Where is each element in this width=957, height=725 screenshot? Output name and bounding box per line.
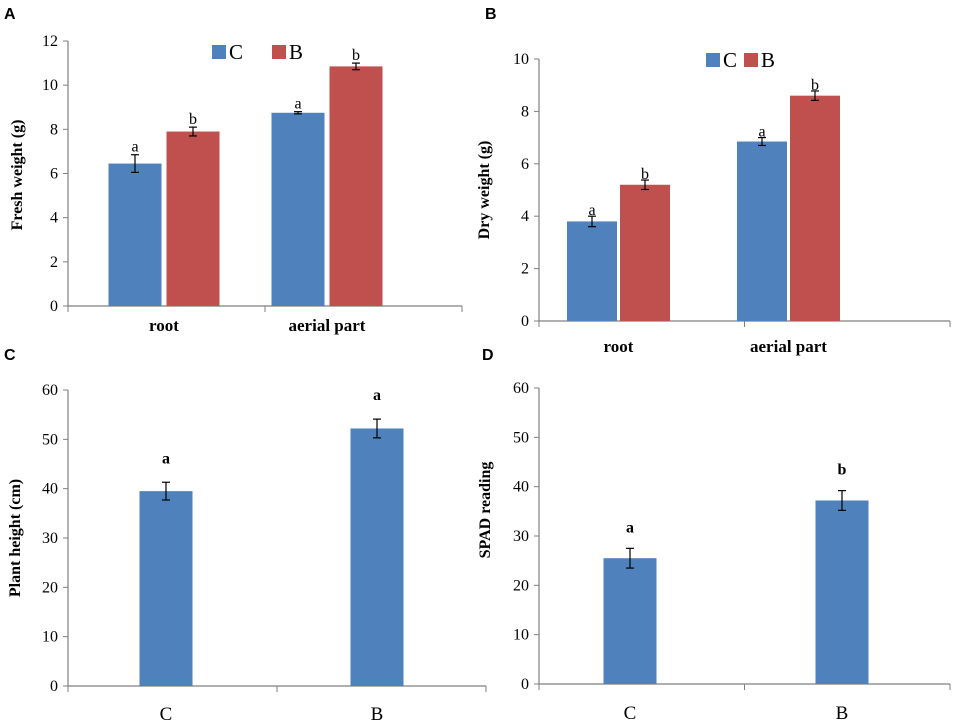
y-axis-label-c: Plant height (cm)	[7, 479, 24, 597]
significance-letter: a	[588, 202, 595, 219]
y-axis-label-a: Fresh weight (g)	[9, 120, 26, 231]
y-tick-label: 12	[42, 33, 58, 50]
bar-a-c-1	[271, 112, 325, 306]
bar-a-b-1	[329, 66, 383, 306]
y-tick-label: 20	[513, 577, 529, 594]
y-tick-label: 0	[50, 298, 58, 315]
y-tick-label: 50	[42, 431, 58, 448]
y-tick-label: 50	[513, 429, 529, 446]
significance-letter: a	[162, 450, 170, 467]
y-tick-label: 4	[50, 210, 58, 227]
legend-a: C B	[212, 40, 303, 64]
x-category-label: C	[624, 703, 637, 724]
legend-b: C B	[706, 48, 775, 72]
x-category-label: B	[836, 703, 849, 724]
bar-c-plant-height-0	[139, 491, 193, 686]
y-axis-label-b: Dry weight (g)	[476, 141, 493, 240]
y-tick-label: 10	[42, 77, 58, 94]
x-category-label: B	[371, 704, 384, 725]
legend-label-b: B	[761, 48, 775, 72]
y-tick-label: 10	[513, 51, 529, 68]
significance-letter: b	[811, 77, 819, 94]
legend-swatch-b	[272, 45, 286, 59]
y-tick-label: 20	[42, 579, 58, 596]
y-tick-label: 0	[521, 313, 529, 330]
plot-area-b: 0 2 4 6 8 10 a a b b root aerial part	[513, 51, 951, 356]
y-tick-label: 6	[521, 156, 529, 173]
x-category-label: root	[604, 337, 634, 356]
y-tick-label: 60	[513, 380, 529, 397]
panel-d-spad-chart: D SPAD reading 0 10 20 30 40 50 60 a b C B	[477, 347, 951, 724]
panel-label-a: A	[4, 6, 16, 23]
y-tick-label: 30	[513, 528, 529, 545]
panel-c-plant-height-chart: C Plant height (cm) 0 10 20 30 40 50 60 a a C B	[4, 347, 487, 725]
bar-b-b-0	[620, 184, 670, 321]
bar-d-spad-reading-1	[815, 500, 869, 684]
bar-c-plant-height-1	[350, 428, 404, 686]
plot-area-d: 0 10 20 30 40 50 60 a b C B	[513, 380, 951, 724]
y-tick-label: 10	[42, 629, 58, 646]
plot-area-c: 0 10 20 30 40 50 60 a a C B	[42, 382, 487, 725]
y-tick-label: 10	[513, 627, 529, 644]
x-category-label: root	[149, 316, 179, 335]
bar-b-c-1	[737, 141, 787, 321]
significance-letter: a	[373, 387, 381, 404]
y-tick-label: 0	[521, 676, 529, 693]
significance-letter: b	[352, 47, 360, 64]
y-axis-label-d: SPAD reading	[477, 462, 494, 559]
panel-b-dry-weight-chart: B Dry weight (g) C B 0 2 4 6 8 10 a a b b root aeri…	[476, 6, 951, 356]
panel-label-b: B	[485, 6, 497, 23]
panel-label-d: D	[482, 347, 494, 364]
significance-letter: a	[294, 96, 301, 113]
significance-letter: a	[758, 124, 765, 141]
y-tick-label: 60	[42, 382, 58, 399]
legend-label-c: C	[723, 48, 737, 72]
y-tick-label: 8	[50, 121, 58, 138]
x-category-label: C	[160, 704, 173, 725]
legend-swatch-c	[212, 45, 226, 59]
y-tick-label: 40	[42, 481, 58, 498]
y-tick-label: 30	[42, 530, 58, 547]
x-category-label: aerial part	[289, 316, 366, 335]
legend-label-c: C	[229, 40, 243, 64]
significance-letter: b	[189, 111, 197, 128]
bar-d-spad-reading-0	[603, 558, 657, 684]
significance-letter: a	[131, 139, 138, 156]
significance-letter: b	[838, 462, 847, 479]
significance-letter: b	[641, 166, 649, 183]
x-category-label: aerial part	[750, 337, 827, 356]
y-tick-label: 40	[513, 479, 529, 496]
y-tick-label: 2	[50, 254, 58, 271]
plot-area-a: 0 2 4 6 8 10 12 a a b b root aerial part	[42, 33, 463, 335]
y-tick-label: 0	[50, 678, 58, 695]
bar-b-c-0	[567, 221, 617, 321]
significance-letter: a	[626, 519, 634, 536]
legend-swatch-c	[706, 53, 720, 67]
panel-label-c: C	[4, 347, 16, 364]
y-tick-label: 6	[50, 166, 58, 183]
legend-swatch-b	[744, 53, 758, 67]
legend-label-b: B	[289, 40, 303, 64]
bar-b-b-1	[790, 95, 840, 322]
y-tick-label: 4	[521, 208, 529, 225]
panel-a-fresh-weight-chart: A Fresh weight (g) C B 0 2 4 6 8 10 12 a a b b root…	[4, 6, 463, 335]
y-tick-label: 2	[521, 261, 529, 278]
bar-a-c-0	[108, 163, 162, 306]
bar-a-b-0	[166, 131, 220, 306]
y-tick-label: 8	[521, 103, 529, 120]
